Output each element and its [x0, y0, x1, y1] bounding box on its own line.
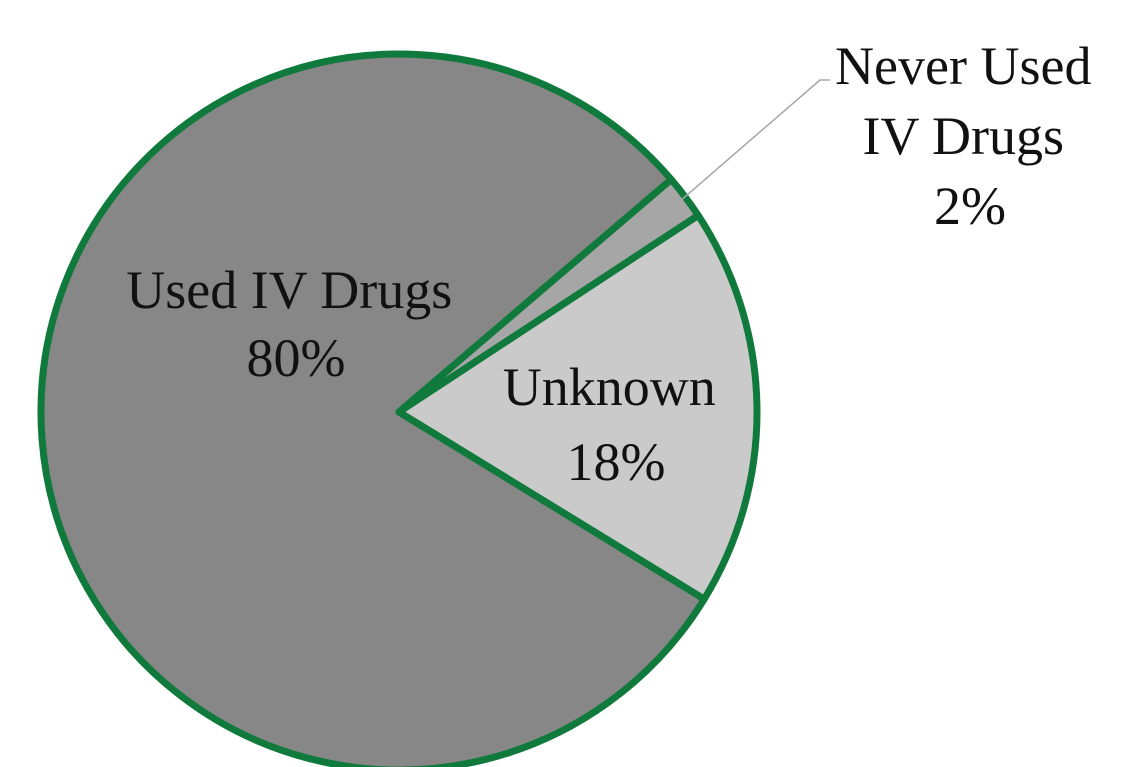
pie-slice-used-iv-drugs — [37, 50, 708, 767]
label-unknown: Unknown 18% — [503, 357, 730, 492]
leader-line-never-used — [679, 79, 830, 202]
label-never-used-value: 2% — [934, 176, 1006, 236]
label-never-used-line2: IV Drugs — [863, 106, 1065, 166]
label-unknown-value: 18% — [567, 432, 666, 492]
label-never-used-iv-drugs: Never Used IV Drugs 2% — [835, 36, 1105, 236]
label-unknown-name: Unknown — [503, 357, 716, 417]
label-used-iv-drugs: Used IV Drugs 80% — [126, 260, 465, 388]
label-used-iv-drugs-value: 80% — [247, 328, 346, 388]
label-used-iv-drugs-name: Used IV Drugs — [126, 260, 452, 320]
pie-slice-unknown — [395, 211, 761, 603]
label-never-used-line1: Never Used — [835, 36, 1091, 96]
pie-slices — [37, 50, 761, 767]
